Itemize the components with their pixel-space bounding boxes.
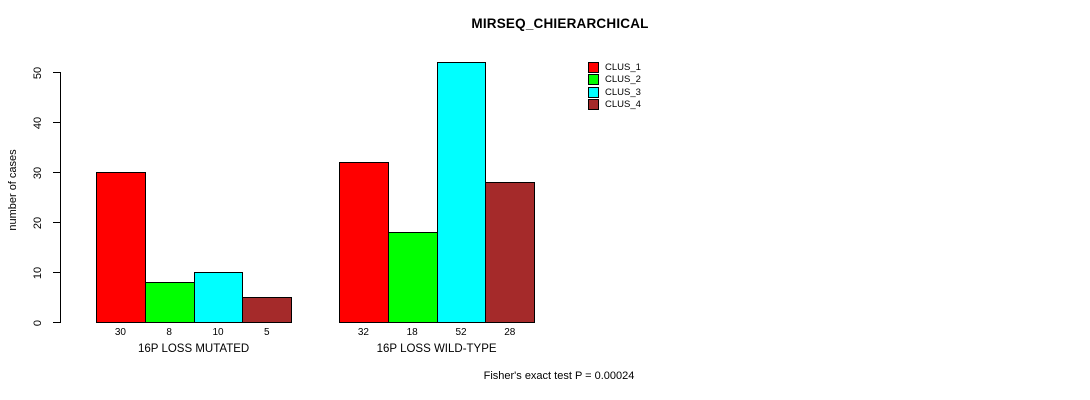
group-label: 16P LOSS MUTATED bbox=[137, 343, 250, 355]
legend-swatch bbox=[588, 74, 599, 86]
y-tick-mark bbox=[53, 272, 60, 273]
bar-clus_1-group1 bbox=[96, 172, 146, 323]
legend-label: CLUS_1 bbox=[605, 61, 641, 73]
y-tick-mark bbox=[53, 122, 60, 123]
y-tick-label: 20 bbox=[32, 216, 44, 229]
bar-value-label: 28 bbox=[504, 327, 516, 338]
bar-clus_3-group2 bbox=[436, 62, 487, 323]
y-tick-mark bbox=[53, 222, 60, 223]
bar-clus_2-group2 bbox=[387, 232, 438, 323]
group-label: 16P LOSS WILD-TYPE bbox=[376, 343, 497, 355]
legend-item: CLUS_3 bbox=[588, 86, 641, 99]
chart-title: MIRSEQ_CHIERARCHICAL bbox=[471, 16, 649, 31]
bar-clus_4-group1 bbox=[242, 297, 293, 323]
y-axis-label: number of cases bbox=[7, 149, 19, 231]
fisher-test-annotation: Fisher's exact test P = 0.00024 bbox=[483, 370, 635, 382]
y-tick-mark bbox=[53, 172, 60, 173]
bar-value-label: 18 bbox=[406, 327, 418, 338]
bar-value-label: 32 bbox=[357, 327, 369, 338]
y-tick-label: 0 bbox=[32, 319, 44, 326]
y-tick-label: 50 bbox=[32, 66, 44, 79]
legend-label: CLUS_2 bbox=[605, 74, 641, 86]
legend-swatch bbox=[588, 86, 599, 98]
bar-value-label: 5 bbox=[264, 327, 270, 338]
legend-label: CLUS_3 bbox=[605, 86, 641, 98]
bar-value-label: 10 bbox=[212, 327, 224, 338]
legend-item: CLUS_2 bbox=[588, 74, 641, 87]
y-axis-line bbox=[60, 72, 61, 323]
bar-value-label: 8 bbox=[166, 327, 172, 338]
bar-value-label: 30 bbox=[114, 327, 126, 338]
legend-label: CLUS_4 bbox=[605, 99, 641, 111]
y-tick-label: 40 bbox=[32, 116, 44, 129]
bar-clus_4-group2 bbox=[485, 182, 536, 323]
legend-swatch bbox=[588, 61, 599, 73]
bar-value-label: 52 bbox=[455, 327, 467, 338]
legend-item: CLUS_4 bbox=[588, 99, 641, 112]
y-tick-label: 10 bbox=[32, 266, 44, 279]
legend-item: CLUS_1 bbox=[588, 61, 641, 74]
bar-clus_2-group1 bbox=[144, 282, 195, 323]
y-tick-mark bbox=[53, 322, 60, 323]
bar-clus_1-group2 bbox=[339, 162, 389, 323]
y-tick-label: 30 bbox=[32, 166, 44, 179]
y-tick-mark bbox=[53, 72, 60, 73]
bar-clus_3-group1 bbox=[193, 272, 244, 323]
legend-swatch bbox=[588, 99, 599, 111]
legend: CLUS_1 CLUS_2 CLUS_3 CLUS_4 bbox=[588, 61, 641, 111]
